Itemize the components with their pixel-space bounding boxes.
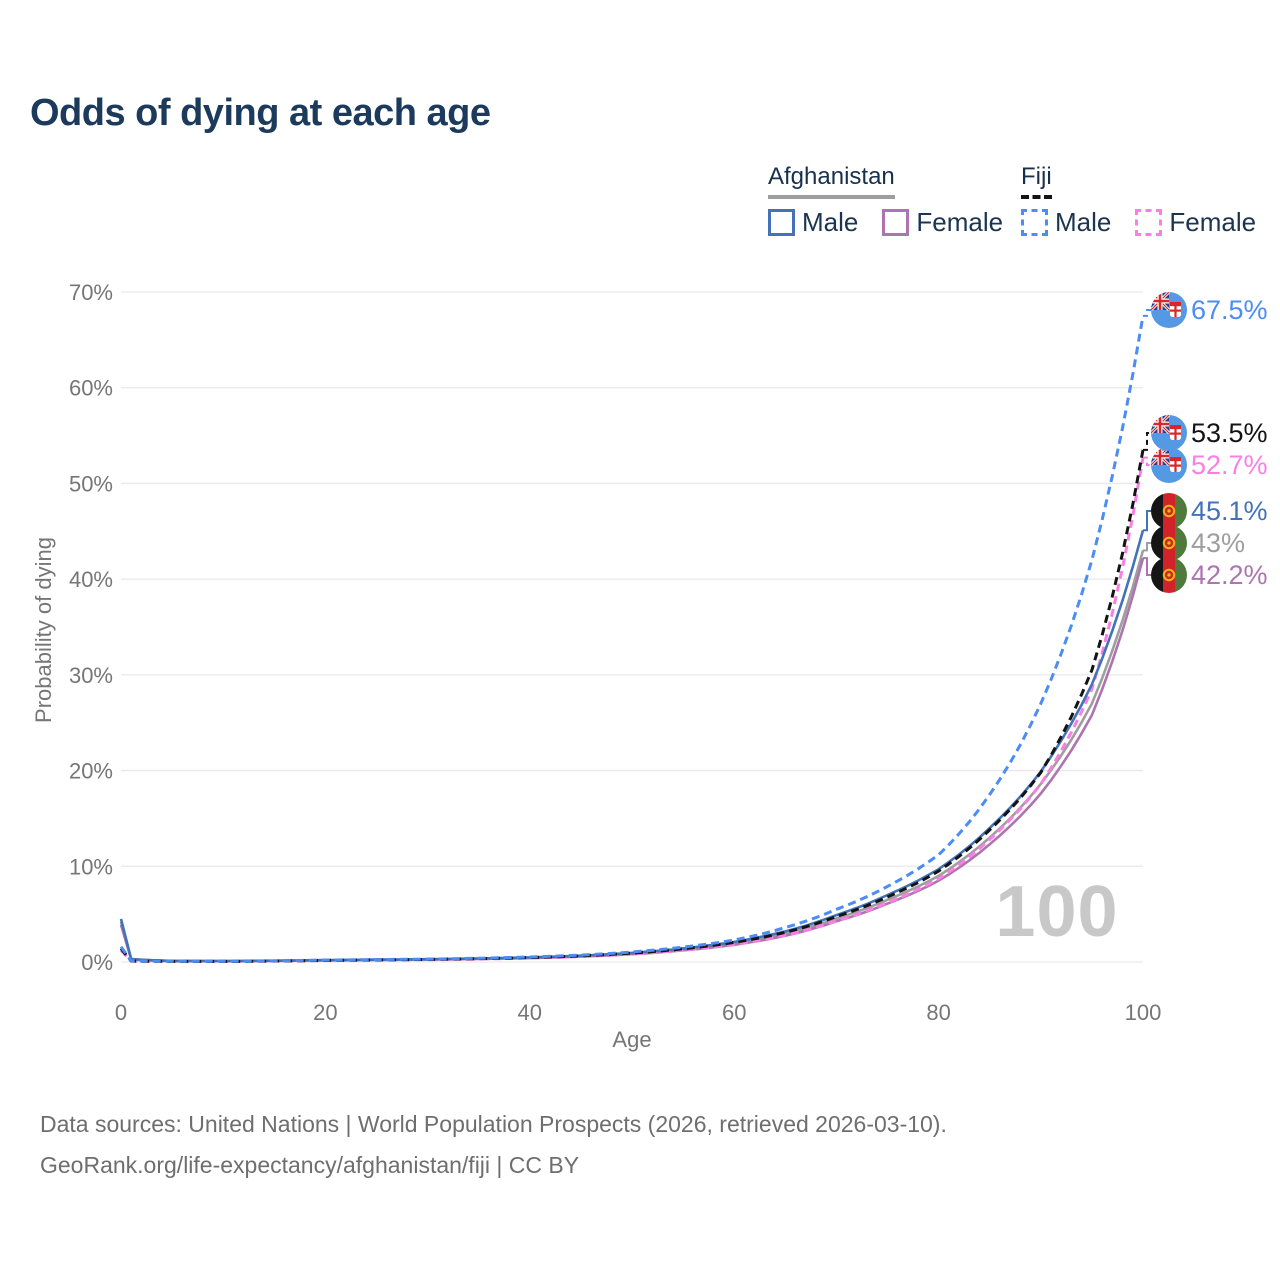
end-label-afg_female[interactable]: 42.2% — [1191, 560, 1268, 590]
leader-afg_total — [1143, 542, 1151, 552]
afghanistan-flag-icon — [1151, 525, 1187, 561]
series-fiji_male[interactable] — [119, 315, 1145, 963]
y-tick-30: 30% — [69, 663, 113, 688]
fiji-flag-icon — [1151, 415, 1187, 451]
end-label-fiji_total[interactable]: 53.5% — [1191, 418, 1268, 448]
legend-group-fiji: Fiji Male Female — [1021, 163, 1256, 238]
afghanistan-female-swatch — [882, 209, 910, 236]
axis-tick-labels: 0% 10% 20% 30% 40% 50% 60% 70% 0 20 40 60 80 100 — [69, 280, 1161, 1025]
x-axis-title: Age — [612, 1027, 652, 1052]
x-tick-40: 40 — [518, 1000, 542, 1025]
x-tick-20: 20 — [313, 1000, 337, 1025]
legend-fiji-male[interactable]: Male — [1021, 207, 1111, 238]
x-tick-60: 60 — [722, 1000, 746, 1025]
fiji-flag-icon — [1151, 292, 1187, 328]
y-tick-70: 70% — [69, 280, 113, 305]
y-tick-50: 50% — [69, 471, 113, 496]
afghanistan-male-swatch — [768, 209, 795, 236]
series-afg_male[interactable] — [119, 529, 1145, 963]
x-tick-100: 100 — [1125, 1000, 1162, 1025]
series-fiji_total[interactable] — [119, 449, 1145, 963]
legend-fiji-female[interactable]: Female — [1135, 207, 1256, 238]
end-label-fiji_male[interactable]: 67.5% — [1191, 295, 1268, 325]
legend-fiji-male-label: Male — [1055, 207, 1112, 237]
legend-afghanistan-female-label: Female — [916, 207, 1004, 237]
afghanistan-flag-icon — [1151, 557, 1187, 593]
leader-afg_female — [1143, 557, 1151, 576]
leader-fiji_female — [1143, 456, 1151, 466]
y-tick-20: 20% — [69, 759, 113, 784]
legend-group-afghanistan: Afghanistan Male Female — [768, 163, 1003, 238]
series-afg_total[interactable] — [119, 550, 1145, 963]
y-tick-0: 0% — [81, 950, 113, 975]
data-sources-line: Data sources: United Nations | World Pop… — [40, 1111, 947, 1137]
series-fiji_female[interactable] — [119, 457, 1145, 963]
afghanistan-flag-icon — [1151, 493, 1187, 529]
fiji-female-swatch — [1135, 209, 1163, 236]
leader-fiji_total — [1143, 432, 1151, 451]
y-tick-40: 40% — [69, 567, 113, 592]
fiji-male-swatch — [1021, 209, 1048, 236]
x-tick-0: 0 — [115, 1000, 127, 1025]
legend-afghanistan-male[interactable]: Male — [768, 207, 858, 238]
legend-fiji-title[interactable]: Fiji — [1021, 163, 1052, 199]
series-lines — [119, 315, 1145, 963]
legend-afghanistan-male-label: Male — [802, 207, 859, 237]
x-tick-80: 80 — [926, 1000, 950, 1025]
watermark-age: 100 — [995, 872, 1118, 952]
gridlines — [121, 291, 1143, 963]
legend-fiji-female-label: Female — [1169, 207, 1257, 237]
leader-afg_male — [1143, 510, 1151, 532]
page-title: Odds of dying at each age — [30, 92, 491, 134]
footer: Data sources: United Nations | World Pop… — [40, 1104, 947, 1186]
y-tick-10: 10% — [69, 854, 113, 879]
leader-fiji_male — [1143, 309, 1151, 317]
end-label-fiji_female[interactable]: 52.7% — [1191, 450, 1268, 480]
end-labels: 43%42.2% 52.7% 45.1% 53.5% 67.5% — [1143, 292, 1268, 593]
y-tick-60: 60% — [69, 376, 113, 401]
legend-afghanistan-female[interactable]: Female — [882, 207, 1003, 238]
fiji-flag-icon — [1151, 447, 1187, 483]
end-label-afg_total[interactable]: 43% — [1191, 528, 1245, 558]
legend-afghanistan-title[interactable]: Afghanistan — [768, 163, 895, 199]
end-label-afg_male[interactable]: 45.1% — [1191, 496, 1268, 526]
series-afg_female[interactable] — [119, 557, 1145, 963]
y-axis-title: Probability of dying — [31, 537, 56, 723]
attribution-line: GeoRank.org/life-expectancy/afghanistan/… — [40, 1152, 580, 1178]
